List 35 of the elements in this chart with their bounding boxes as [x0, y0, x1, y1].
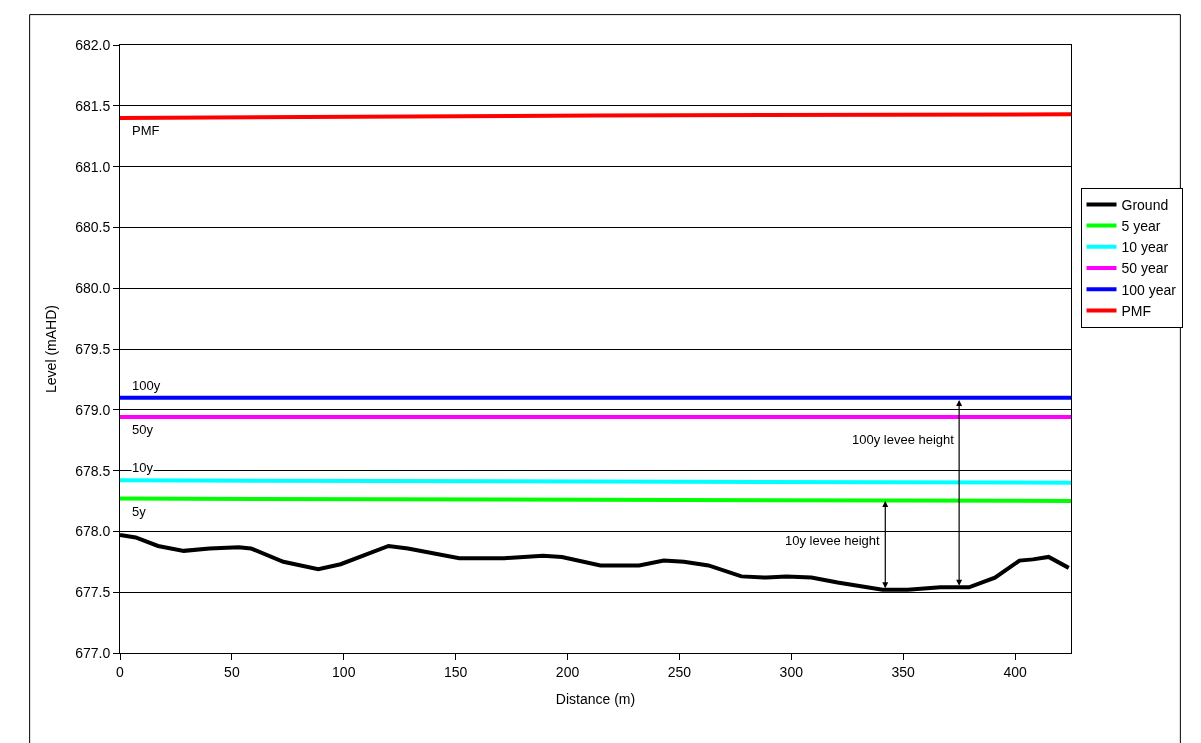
- legend-label: PMF: [1121, 302, 1152, 319]
- x-tick-label: 350: [891, 663, 916, 680]
- x-tick-label: 200: [555, 663, 580, 680]
- x-tick-label: 100: [332, 663, 356, 680]
- legend-label: 50 year: [1121, 260, 1169, 277]
- annotation: PMF: [132, 123, 160, 138]
- annotation: 100y: [132, 378, 161, 393]
- y-tick-label: 680.0: [75, 280, 111, 297]
- legend-label: 10 year: [1121, 239, 1169, 256]
- y-tick-label: 682.0: [75, 36, 111, 53]
- x-axis-title: Distance (m): [555, 691, 636, 708]
- x-tick-label: 0: [116, 663, 125, 680]
- annotation: 10y: [132, 460, 154, 475]
- x-tick-label: 50: [224, 663, 240, 680]
- y-axis-title: Level (mAHD): [42, 305, 59, 393]
- y-tick-label: 677.0: [75, 644, 111, 661]
- y-tick-label: 679.5: [75, 340, 111, 357]
- x-tick-label: 400: [1003, 663, 1027, 680]
- annotation: 50y: [132, 422, 154, 437]
- y-tick-label: 677.5: [75, 584, 111, 601]
- x-tick-label: 300: [779, 663, 804, 680]
- y-tick-label: 681.0: [75, 158, 111, 175]
- legend-label: 100 year: [1121, 281, 1177, 298]
- legend-label: 5 year: [1121, 218, 1161, 235]
- y-tick-label: 679.0: [75, 401, 111, 418]
- annotation: 10y levee height: [785, 533, 881, 548]
- y-tick-label: 678.0: [75, 523, 111, 540]
- y-tick-label: 678.5: [75, 462, 111, 479]
- x-tick-label: 250: [667, 663, 692, 680]
- annotation: 5y: [132, 504, 147, 519]
- annotation: 100y levee height: [852, 432, 955, 447]
- y-tick-label: 680.5: [75, 219, 111, 236]
- x-tick-label: 150: [443, 663, 468, 680]
- legend-label: Ground: [1121, 196, 1169, 213]
- y-tick-label: 681.5: [75, 97, 111, 114]
